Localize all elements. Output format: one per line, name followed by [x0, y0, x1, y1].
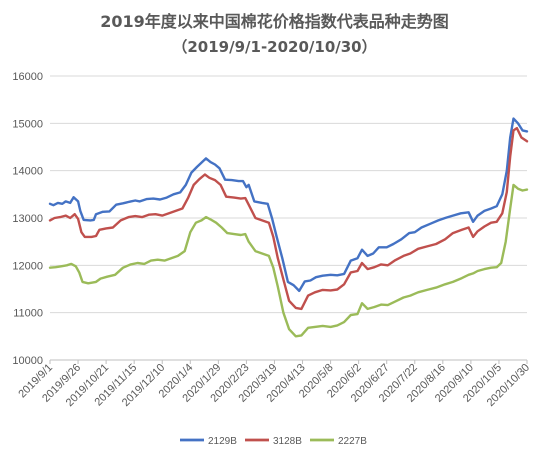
- chart-title: 2019年度以来中国棉花价格指数代表品种走势图: [100, 12, 449, 31]
- legend-label-2129B: 2129B: [208, 436, 237, 447]
- series-line-2129B: [48, 117, 529, 293]
- y-tick-label: 12000: [12, 260, 43, 272]
- y-tick-label: 14000: [12, 166, 43, 178]
- y-tick-label: 15000: [12, 118, 43, 130]
- y-tick-label: 11000: [13, 308, 43, 320]
- legend-label-2227B: 2227B: [338, 436, 367, 447]
- y-tick-label: 16000: [12, 71, 43, 83]
- chart-subtitle: （2019/9/1-2020/10/30）: [172, 38, 377, 56]
- series-line-3128B: [48, 126, 529, 311]
- y-tick-label: 10000: [12, 355, 43, 367]
- series-line-2227B: [48, 183, 529, 338]
- y-tick-label: 13000: [12, 213, 43, 225]
- legend-label-3128B: 3128B: [273, 436, 302, 447]
